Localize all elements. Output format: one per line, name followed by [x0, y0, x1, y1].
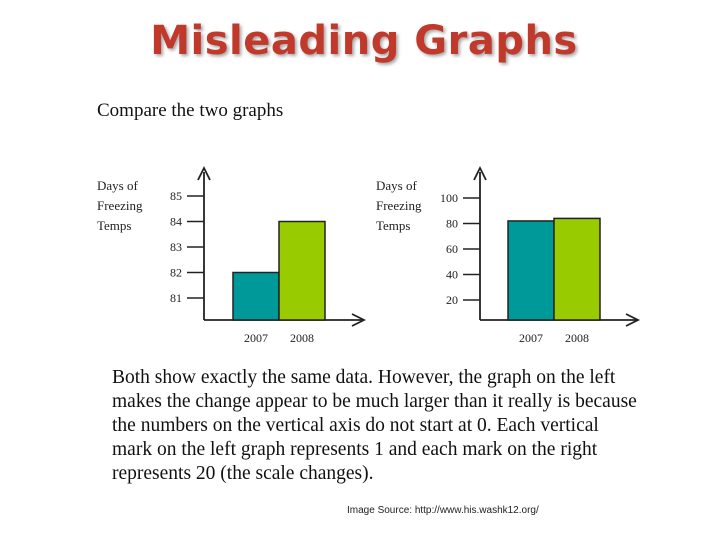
caption-line: Both show exactly the same data. However…	[112, 367, 616, 388]
y-tick-label: 80	[446, 217, 458, 231]
y-tick-label: 60	[446, 242, 458, 256]
image-source: Image Source: http://www.his.washk12.org…	[347, 505, 539, 516]
bar-2007	[507, 220, 555, 321]
caption-line: mark on the left graph represents 1 and …	[112, 439, 598, 460]
y-axis-label-line: Temps	[97, 218, 131, 233]
chart-left: Days of Freezing Temps 81 82 83 84 85 2007 20…	[97, 165, 367, 345]
x-category-label: 2007	[244, 331, 268, 345]
x-axis-arrow	[351, 313, 367, 327]
x-category-label: 2007	[519, 331, 543, 345]
bar-2008	[278, 220, 326, 321]
x-category-label: 2008	[290, 331, 314, 345]
y-axis-arrow	[473, 165, 487, 181]
subtitle: Compare the two graphs	[97, 100, 284, 121]
caption: Both show exactly the same data. However…	[112, 366, 672, 486]
y-axis-label-line: Days of	[97, 178, 138, 193]
y-tick-label: 40	[446, 268, 458, 282]
y-tick-label: 85	[170, 189, 182, 203]
y-axis-label-line: Freezing	[97, 198, 143, 213]
caption-line: the numbers on the vertical axis do not …	[112, 415, 599, 436]
y-axis-label-line: Temps	[376, 218, 410, 233]
y-tick-label: 20	[446, 293, 458, 307]
x-axis-arrow	[625, 313, 641, 327]
caption-line: makes the change appear to be much large…	[112, 391, 637, 412]
y-tick-label: 84	[170, 215, 182, 229]
x-category-label: 2008	[565, 331, 589, 345]
chart-right: Days of Freezing Temps 20 40 60 80 100 2007 2…	[376, 165, 641, 345]
y-tick-label: 83	[170, 240, 182, 254]
slide-title: Misleading Graphs	[150, 18, 578, 64]
y-tick-label: 100	[440, 191, 458, 205]
y-axis-label-line: Days of	[376, 178, 417, 193]
bar-2007	[232, 271, 280, 321]
y-axis-label-line: Freezing	[376, 198, 422, 213]
y-axis-arrow	[197, 165, 211, 181]
y-tick-label: 82	[170, 266, 182, 280]
bar-2008	[553, 217, 601, 321]
caption-line: represents 20 (the scale changes).	[112, 463, 374, 484]
y-tick-label: 81	[170, 291, 182, 305]
